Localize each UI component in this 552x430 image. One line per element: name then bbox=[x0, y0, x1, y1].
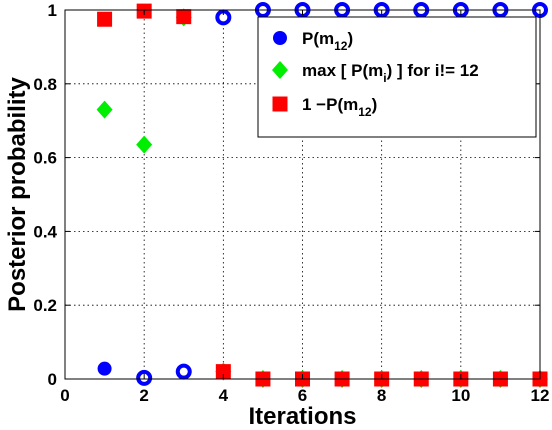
x-tick-label: 6 bbox=[298, 386, 307, 405]
legend-marker-circle bbox=[273, 31, 287, 45]
legend-entry-circle: P(m12) bbox=[302, 29, 353, 53]
legend-entry-subscript: 12 bbox=[358, 105, 372, 119]
legend-box bbox=[257, 16, 537, 138]
legend-entry-text: ) ] for i!= 12 bbox=[387, 61, 479, 80]
x-tick-label: 4 bbox=[219, 386, 229, 405]
y-tick-label: 1 bbox=[48, 1, 57, 20]
x-tick-label: 8 bbox=[377, 386, 386, 405]
axis-ticks: 0 2 4 6 8 10 12 0 0.2 0.4 0.6 0.8 1 bbox=[33, 1, 549, 405]
grid-lines bbox=[65, 10, 540, 379]
data-point bbox=[97, 361, 112, 376]
data-point bbox=[97, 11, 113, 27]
legend-entry-square: 1 −P(m12) bbox=[302, 95, 377, 119]
y-axis-label: Posterior probability bbox=[4, 76, 31, 311]
legend: P(m12)max [ P(mi) ] for i!= 121 −P(m12) bbox=[257, 16, 537, 138]
x-axis-label: Iterations bbox=[248, 403, 356, 430]
x-tick-label: 0 bbox=[60, 386, 69, 405]
legend-entry-text: ) bbox=[347, 29, 353, 48]
x-tick-label: 12 bbox=[531, 386, 550, 405]
y-tick-label: 0.8 bbox=[33, 75, 57, 94]
data-point bbox=[175, 363, 192, 380]
y-tick-label: 0.2 bbox=[33, 296, 57, 315]
data-point bbox=[96, 100, 113, 119]
y-tick-label: 0.6 bbox=[33, 149, 57, 168]
y-tick-label: 0.4 bbox=[33, 222, 57, 241]
legend-marker-square bbox=[272, 96, 288, 112]
legend-entry-text: P(m bbox=[302, 29, 334, 48]
legend-entry-text: 1 −P(m bbox=[302, 95, 358, 114]
data-point bbox=[215, 364, 231, 380]
legend-entry-text: max [ P(m bbox=[302, 61, 383, 80]
legend-entry-subscript: i bbox=[383, 71, 386, 85]
x-tick-label: 10 bbox=[451, 386, 470, 405]
legend-entry-diamond: max [ P(mi) ] for i!= 12 bbox=[302, 61, 479, 85]
y-tick-label: 0 bbox=[48, 370, 57, 389]
legend-entry-text: ) bbox=[372, 95, 378, 114]
data-point bbox=[136, 135, 153, 154]
legend-entry-subscript: 12 bbox=[334, 39, 348, 53]
data-point bbox=[176, 9, 192, 25]
legend-marker-diamond bbox=[272, 61, 288, 79]
x-tick-label: 2 bbox=[139, 386, 148, 405]
